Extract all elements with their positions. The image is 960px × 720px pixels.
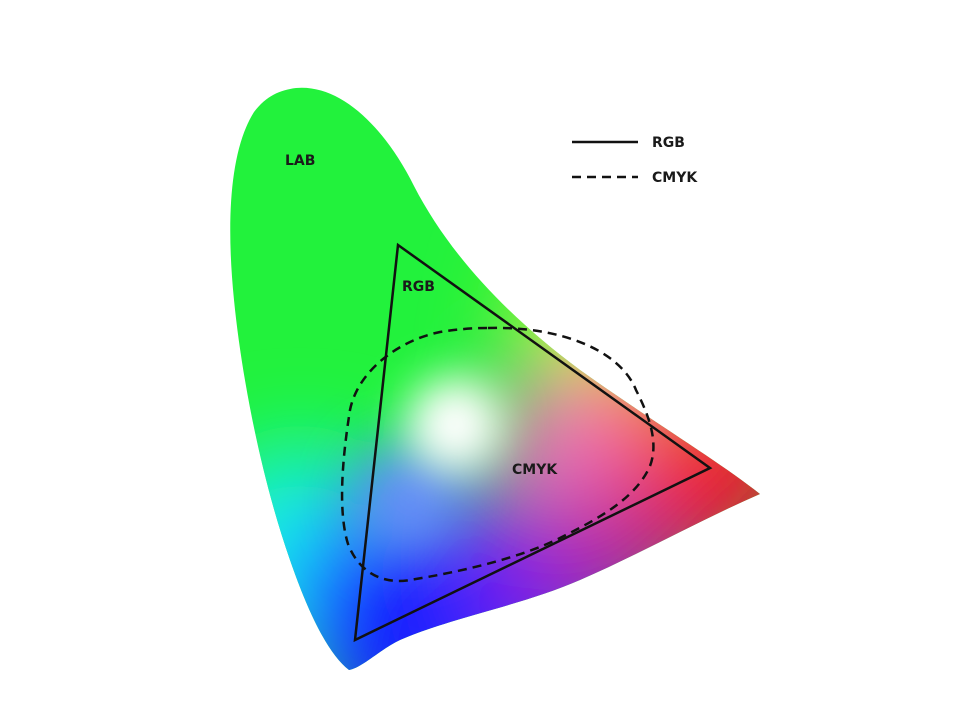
- legend: RGB CMYK: [572, 135, 698, 186]
- cmyk-region-label: CMYK: [512, 462, 558, 478]
- spectrum-light-blue-blob: [355, 445, 465, 555]
- legend-cmyk-label: CMYK: [652, 170, 698, 186]
- lab-gamut-region: [230, 87, 760, 670]
- rgb-gamut-triangle: [353, 242, 713, 643]
- spectrum-pink-blob: [490, 370, 630, 510]
- rgb-region-label: RGB: [402, 279, 435, 295]
- spectrum-red-blob: [630, 380, 760, 560]
- white-point-core: [425, 395, 485, 455]
- lab-region-label: LAB: [285, 153, 315, 169]
- legend-rgb-label: RGB: [652, 135, 685, 151]
- cmyk-gamut-curve: [340, 326, 655, 583]
- spectrum-yellow-blob: [520, 250, 640, 370]
